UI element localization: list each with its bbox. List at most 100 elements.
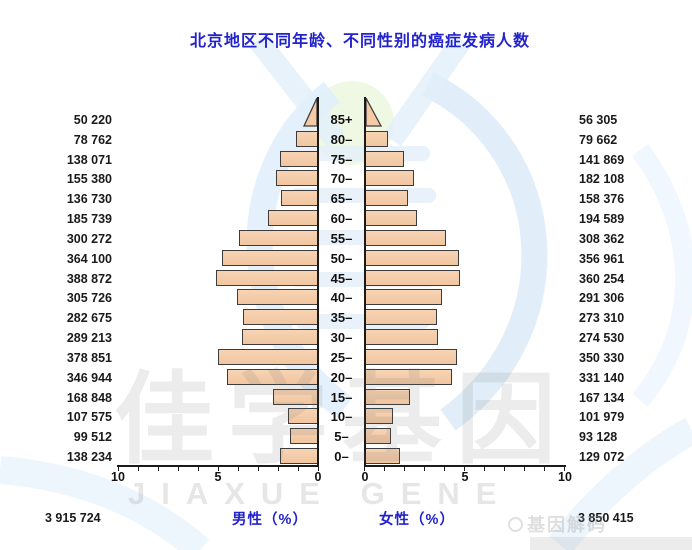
male-plot-cell xyxy=(118,366,318,386)
female-count: 356 961 xyxy=(579,251,625,266)
male-count: 136 730 xyxy=(66,192,112,207)
male-plot-cell xyxy=(118,148,318,168)
bar-male xyxy=(272,388,318,405)
bar-female xyxy=(365,269,460,286)
age-label: 45– xyxy=(330,270,353,286)
bar-male xyxy=(268,210,318,227)
female-count: 331 140 xyxy=(579,370,625,385)
female-plot-cell xyxy=(365,326,565,346)
female-axis-label: 女性（%） xyxy=(379,512,455,528)
female-count: 79 662 xyxy=(579,132,618,147)
male-plot-cell xyxy=(118,168,318,188)
female-count: 167 134 xyxy=(579,390,625,405)
bar-male xyxy=(280,448,318,465)
male-count: 305 726 xyxy=(66,291,112,306)
age-label: 40– xyxy=(330,290,353,306)
pyramid-row-65: 136 730 65– 158 376 xyxy=(40,187,652,207)
female-plot-cell xyxy=(365,445,565,465)
male-count: 282 675 xyxy=(66,311,112,326)
female-count: 308 362 xyxy=(579,231,625,246)
male-count: 107 575 xyxy=(66,410,112,425)
age-label: 15– xyxy=(330,389,353,405)
male-plot-cell xyxy=(118,287,318,307)
axis-tick xyxy=(138,467,139,471)
bar-female xyxy=(365,210,418,227)
bar-female xyxy=(365,170,414,187)
pyramid-row-25: 378 851 25– 350 330 xyxy=(40,346,652,366)
bar-female xyxy=(365,368,453,385)
axis-tick xyxy=(318,467,319,471)
male-count: 138 071 xyxy=(66,152,112,167)
tick-label: 5 xyxy=(214,470,222,484)
age-label: 55– xyxy=(330,230,353,246)
bar-male xyxy=(276,170,318,187)
axis-tick xyxy=(364,467,365,471)
pyramid-row-15: 168 848 15– 167 134 xyxy=(40,386,652,406)
pyramid-row-55: 300 272 55– 308 362 xyxy=(40,227,652,247)
axis-tick xyxy=(278,467,279,471)
pyramid-row-20: 346 944 20– 331 140 xyxy=(40,366,652,386)
male-plot-cell xyxy=(118,445,318,465)
female-count: 360 254 xyxy=(579,271,625,286)
age-label: 10– xyxy=(330,409,353,425)
male-plot-cell xyxy=(118,326,318,346)
age-label: 35– xyxy=(330,310,353,326)
pyramid-row-0: 138 234 0– 129 072 xyxy=(40,445,652,465)
axis-tick xyxy=(404,467,405,471)
axis-tick xyxy=(544,467,545,471)
bar-male xyxy=(241,329,318,346)
male-count: 378 851 xyxy=(66,350,112,365)
bar-female xyxy=(365,348,458,365)
female-count: 93 128 xyxy=(579,430,618,445)
female-plot-cell xyxy=(365,168,565,188)
female-count: 273 310 xyxy=(579,311,625,326)
male-count: 138 234 xyxy=(66,450,112,465)
pyramid-row-45: 388 872 45– 360 254 xyxy=(40,267,652,287)
female-count: 291 306 xyxy=(579,291,625,306)
male-count: 50 220 xyxy=(73,113,112,127)
bar-female xyxy=(365,249,459,266)
axis-tick xyxy=(198,467,199,471)
age-label: 50– xyxy=(330,250,353,266)
male-plot-cell xyxy=(118,425,318,445)
bar-female-85plus xyxy=(365,97,383,127)
bar-male xyxy=(215,269,318,286)
female-plot-cell xyxy=(365,425,565,445)
pyramid-row-5: 99 512 5– 93 128 xyxy=(40,425,652,445)
axis-tick xyxy=(384,467,385,471)
male-count: 300 272 xyxy=(66,231,112,246)
female-plot-cell xyxy=(365,148,565,168)
bar-male xyxy=(280,190,318,207)
female-plot-cell xyxy=(365,346,565,366)
male-plot-cell xyxy=(118,227,318,247)
male-count: 289 213 xyxy=(66,331,112,346)
male-count: 185 739 xyxy=(66,212,112,227)
female-count: 141 869 xyxy=(579,152,625,167)
x-axis-left xyxy=(117,465,319,467)
axis-tick xyxy=(118,467,119,471)
female-count: 182 108 xyxy=(579,172,625,187)
bar-male xyxy=(218,348,318,365)
female-count: 274 530 xyxy=(579,331,625,346)
pyramid-row-50: 364 100 50– 356 961 xyxy=(40,247,652,267)
male-count: 155 380 xyxy=(66,172,112,187)
female-count: 129 072 xyxy=(579,450,625,465)
male-plot-cell xyxy=(118,306,318,326)
age-label: 5– xyxy=(334,429,349,445)
female-plot-cell xyxy=(365,306,565,326)
female-plot-cell xyxy=(365,97,565,128)
female-plot-cell xyxy=(365,287,565,307)
male-count: 78 762 xyxy=(73,132,112,147)
chart-title: 北京地区不同年龄、不同性别的癌症发病人数 xyxy=(189,33,530,50)
pyramid-row-75: 138 071 75– 141 869 xyxy=(40,148,652,168)
male-count: 99 512 xyxy=(73,430,112,445)
female-count: 350 330 xyxy=(579,350,625,365)
male-total: 3 915 724 xyxy=(45,511,101,525)
bar-male xyxy=(222,249,318,266)
male-plot-cell xyxy=(118,207,318,227)
age-label: 75– xyxy=(330,151,353,167)
tick-label: 10 xyxy=(558,470,572,484)
bar-female xyxy=(365,309,438,326)
